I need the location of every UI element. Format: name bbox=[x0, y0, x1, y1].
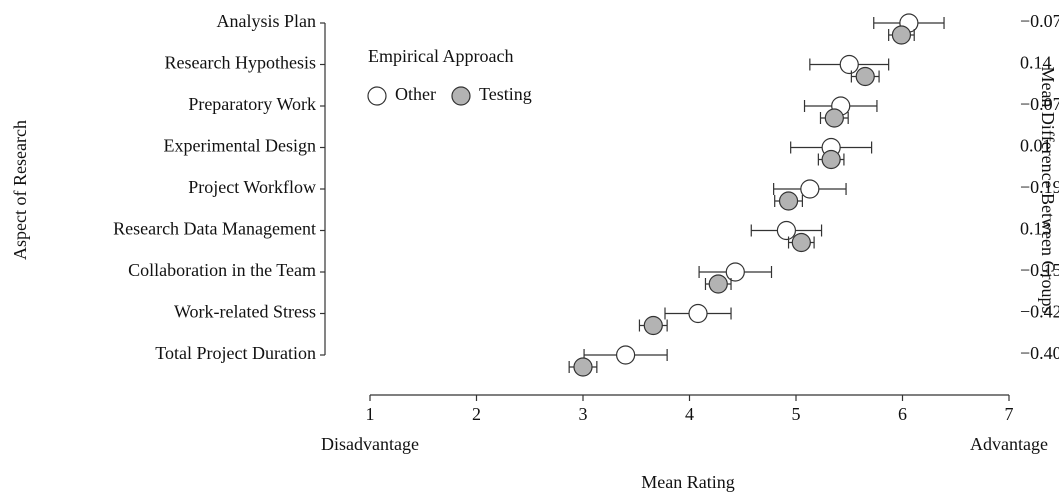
y-tick-label: Experimental Design bbox=[164, 136, 316, 156]
dot bbox=[615, 345, 636, 365]
x-tick-label: 5 bbox=[792, 404, 801, 424]
difference-label: −0.42 bbox=[1020, 302, 1059, 322]
x-tick-label: 1 bbox=[366, 404, 375, 424]
difference-label: 0.01 bbox=[1020, 136, 1052, 156]
x-tick-label: 4 bbox=[685, 404, 694, 424]
x-tick-label: 3 bbox=[579, 404, 588, 424]
legend-label: Other bbox=[395, 84, 436, 104]
dot bbox=[776, 220, 797, 241]
difference-label: 0.14 bbox=[1020, 53, 1052, 73]
dot bbox=[573, 357, 593, 377]
difference-label: −0.07 bbox=[1020, 11, 1059, 31]
x-tick-label: 6 bbox=[898, 404, 907, 424]
difference-label: −0.15 bbox=[1020, 260, 1059, 280]
y-tick-label: Research Data Management bbox=[113, 219, 316, 239]
dot bbox=[791, 232, 811, 253]
x-end-label: Disadvantage bbox=[321, 434, 419, 454]
difference-label: −0.19 bbox=[1020, 177, 1059, 197]
y-tick-label: Project Workflow bbox=[188, 177, 316, 197]
dot bbox=[778, 191, 799, 211]
difference-label: −0.40 bbox=[1020, 343, 1059, 363]
dot bbox=[891, 25, 912, 45]
y-tick-label: Analysis Plan bbox=[216, 11, 316, 31]
dot bbox=[688, 303, 708, 324]
y-tick-label: Collaboration in the Team bbox=[128, 260, 316, 280]
dot bbox=[824, 108, 844, 128]
dot bbox=[643, 315, 663, 336]
dot bbox=[725, 262, 745, 282]
dot bbox=[821, 149, 841, 170]
dot bbox=[839, 54, 859, 75]
legend-marker bbox=[451, 86, 471, 106]
x-tick-label: 7 bbox=[1005, 404, 1014, 424]
y-tick-label: Total Project Duration bbox=[155, 343, 316, 363]
y-tick-label: Preparatory Work bbox=[188, 94, 316, 114]
legend-marker bbox=[367, 86, 387, 106]
dot bbox=[855, 66, 875, 87]
difference-label: −0.07 bbox=[1020, 94, 1059, 114]
y-tick-label: Work-related Stress bbox=[174, 302, 316, 322]
y-axis-label: Aspect of Research bbox=[10, 120, 30, 260]
y2-axis-label: Mean Difference Between Groups bbox=[1038, 66, 1058, 313]
legend-label: Testing bbox=[479, 84, 532, 104]
y-tick-label: Research Hypothesis bbox=[165, 53, 316, 73]
legend-title: Empirical Approach bbox=[368, 46, 513, 66]
x-axis-label: Mean Rating bbox=[641, 472, 734, 492]
dot bbox=[708, 274, 728, 294]
x-end-label: Advantage bbox=[970, 434, 1048, 454]
dot bbox=[800, 179, 820, 199]
x-tick-label: 2 bbox=[472, 404, 481, 424]
difference-label: 0.13 bbox=[1020, 219, 1052, 239]
